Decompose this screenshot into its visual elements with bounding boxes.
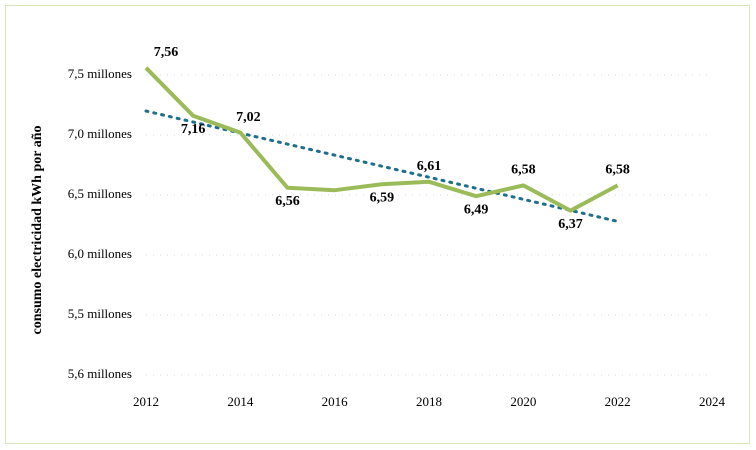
x-tick-label: 2014 — [227, 394, 254, 409]
chart-frame — [5, 5, 750, 444]
trendline — [144, 109, 620, 223]
y-tick-label: 7,5 millones — [68, 66, 132, 81]
data-label: 7,56 — [154, 45, 179, 60]
series-line — [144, 66, 619, 213]
y-tick-label: 6,0 millones — [68, 246, 132, 261]
x-tick-label: 2020 — [510, 394, 536, 409]
x-tick-label: 2018 — [416, 394, 442, 409]
data-label: 6,58 — [605, 163, 630, 178]
data-label: 6,59 — [370, 190, 395, 205]
x-tick-label: 2016 — [322, 394, 349, 409]
y-tick-label: 7,0 millones — [68, 126, 132, 141]
y-tick-label: 5,5 millones — [68, 306, 132, 321]
y-tick-label: 5,6 millones — [68, 366, 132, 381]
data-label: 7,16 — [181, 122, 206, 137]
data-label: 6,49 — [464, 202, 489, 217]
data-label: 6,58 — [511, 163, 536, 178]
y-tick-label: 6,5 millones — [68, 186, 132, 201]
data-label: 6,37 — [558, 217, 583, 232]
data-label: 6,61 — [417, 159, 442, 174]
data-label: 7,02 — [236, 110, 261, 125]
y-axis-label: consumo electricidad kWh por año — [30, 126, 45, 335]
x-tick-label: 2022 — [605, 394, 631, 409]
x-tick-label: 2024 — [699, 394, 726, 409]
data-label: 6,56 — [275, 194, 300, 209]
x-tick-label: 2012 — [133, 394, 159, 409]
